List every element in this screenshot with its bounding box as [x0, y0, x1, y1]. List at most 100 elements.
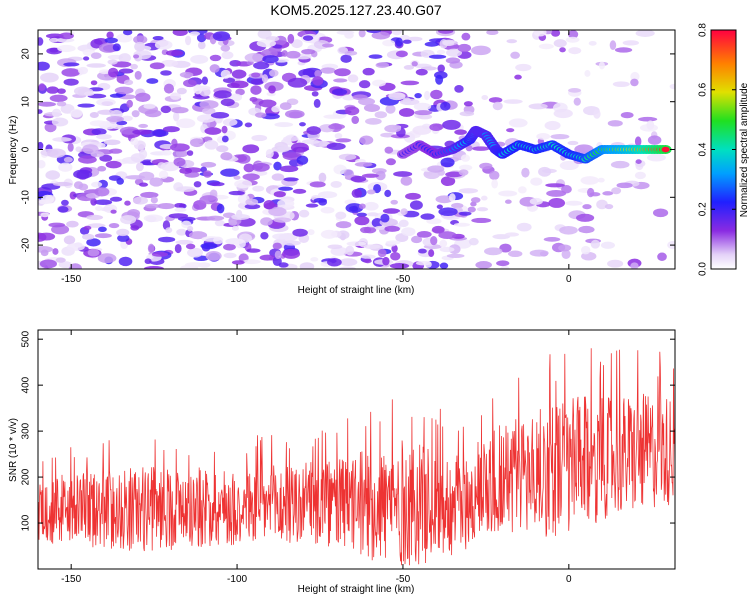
spectrogram-cell: [317, 191, 338, 199]
colorbar-tick-label: 0.8: [698, 23, 709, 37]
spectrogram-cell: [440, 176, 456, 187]
spectrogram-cell: [430, 236, 438, 246]
spectrogram-cell: [61, 199, 69, 206]
spectrogram-cell: [363, 201, 379, 211]
spectrogram-cell: [116, 228, 130, 237]
spectrogram-cell: [368, 54, 383, 59]
spectrogram-cell: [160, 105, 172, 114]
spectrogram-cell: [183, 79, 197, 88]
snr-panel: -150 -100 -50 0 100 200 300 400 500 Height of s…: [8, 329, 676, 595]
spectrogram-cell: [602, 191, 614, 196]
spectrogram-cell: [190, 54, 209, 64]
spectrogram-cell: [210, 112, 230, 119]
spectrogram-cell: [479, 162, 493, 170]
spectrogram-cell: [231, 69, 247, 79]
spectrogram-cell: [414, 110, 433, 116]
spectrogram-cell: [521, 167, 530, 178]
spectrogram-cell: [463, 101, 473, 107]
spectrogram-x-tick-label: -50: [396, 274, 411, 285]
spectrogram-cell: [86, 63, 106, 68]
spectrogram-cell: [635, 159, 642, 164]
spectrogram-cell: [446, 253, 465, 259]
spectrogram-cell: [58, 261, 72, 269]
spectrogram-cell: [326, 142, 346, 151]
spectrogram-cell: [146, 78, 159, 84]
spectrogram-cell: [334, 68, 351, 77]
spectrogram-cell: [94, 187, 110, 197]
spectrogram-cell: [390, 199, 398, 205]
spectrogram-cell: [202, 107, 216, 115]
snr-y-tick-label: 500: [21, 330, 32, 347]
spectrogram-cell: [360, 254, 376, 259]
spectrogram-cell: [112, 43, 121, 52]
spectrogram-cell: [438, 30, 454, 34]
spectrogram-cell: [538, 166, 552, 177]
spectrogram-cell: [73, 181, 84, 190]
spectrogram-cell: [550, 30, 561, 37]
spectrogram-cell: [277, 199, 295, 208]
spectrogram-cell: [38, 199, 51, 205]
spectrogram-cell: [125, 175, 146, 180]
spectrogram-cell: [77, 103, 95, 108]
spectrogram-cell: [458, 211, 472, 216]
spectrogram-cell: [223, 243, 236, 251]
spectrogram-cell: [588, 40, 597, 46]
spectrogram-cell: [412, 125, 432, 135]
spectrogram-cell: [448, 193, 456, 202]
spectrogram-cell: [231, 260, 245, 265]
spectrogram-cell: [160, 59, 179, 67]
spectrogram-cell: [573, 97, 581, 106]
spectrogram-y-label: Frequency (Hz): [8, 116, 19, 185]
spectrogram-cell: [231, 225, 239, 231]
colorbar: 0.0 0.2 0.4 0.6 0.8 Normalized spectral ampl…: [698, 23, 750, 276]
spectrogram-cell: [416, 230, 432, 238]
spectrogram-cell: [333, 78, 348, 83]
spectrogram-cell: [426, 218, 442, 225]
spectrogram-cell: [454, 129, 467, 135]
spectrogram-cell: [209, 64, 220, 73]
spectrogram-cell: [244, 53, 264, 63]
spectrogram-cell: [481, 95, 489, 100]
spectrogram-cell: [106, 31, 114, 39]
spectrogram-cell: [160, 70, 172, 76]
spectrogram-cell: [63, 235, 76, 245]
spectrogram-cell: [132, 129, 152, 135]
spectrogram-cell: [96, 98, 116, 106]
spectrogram-cell: [467, 206, 476, 213]
spectrogram-cell: [453, 222, 471, 227]
spectrogram-cell: [214, 219, 225, 227]
spectrogram-cell: [415, 68, 428, 76]
spectrogram-cell: [201, 76, 209, 85]
spectrogram-cell: [384, 189, 392, 198]
spectrogram-cell: [66, 243, 85, 251]
spectrogram-cell: [180, 264, 199, 269]
spectrogram-cell: [143, 103, 156, 109]
spectrogram-cell: [604, 203, 614, 210]
spectrogram-cell: [83, 91, 95, 96]
spectrogram-cell: [356, 212, 368, 217]
spectrogram-cell: [106, 115, 124, 123]
spectrogram-cell: [436, 204, 443, 210]
spectrogram-cell: [459, 111, 475, 117]
spectrogram-cell: [382, 256, 390, 266]
spectrogram-cell: [40, 72, 59, 83]
spectrogram-cell: [234, 179, 253, 189]
spectrogram-cell: [400, 208, 408, 215]
spectrogram-cell: [209, 181, 225, 187]
spectrogram-cell: [38, 61, 50, 71]
spectrogram-cell: [338, 153, 357, 161]
spectrogram-cell: [49, 94, 68, 102]
spectrogram-cell: [380, 213, 390, 223]
spectrogram-cell: [147, 243, 155, 254]
spectrogram-cell: [58, 162, 73, 172]
spectrogram-cell: [98, 226, 107, 232]
spectrogram-cell: [272, 242, 282, 250]
spectrogram-cell: [546, 189, 567, 197]
spectrogram-cell: [274, 122, 294, 128]
spectrogram-cell: [334, 133, 343, 139]
snr-y-tick-label: 400: [21, 376, 32, 393]
spectrogram-cell: [49, 37, 60, 43]
spectrogram-cell: [73, 169, 93, 179]
spectrogram-cell: [38, 101, 56, 107]
spectrogram-cell: [244, 122, 253, 128]
